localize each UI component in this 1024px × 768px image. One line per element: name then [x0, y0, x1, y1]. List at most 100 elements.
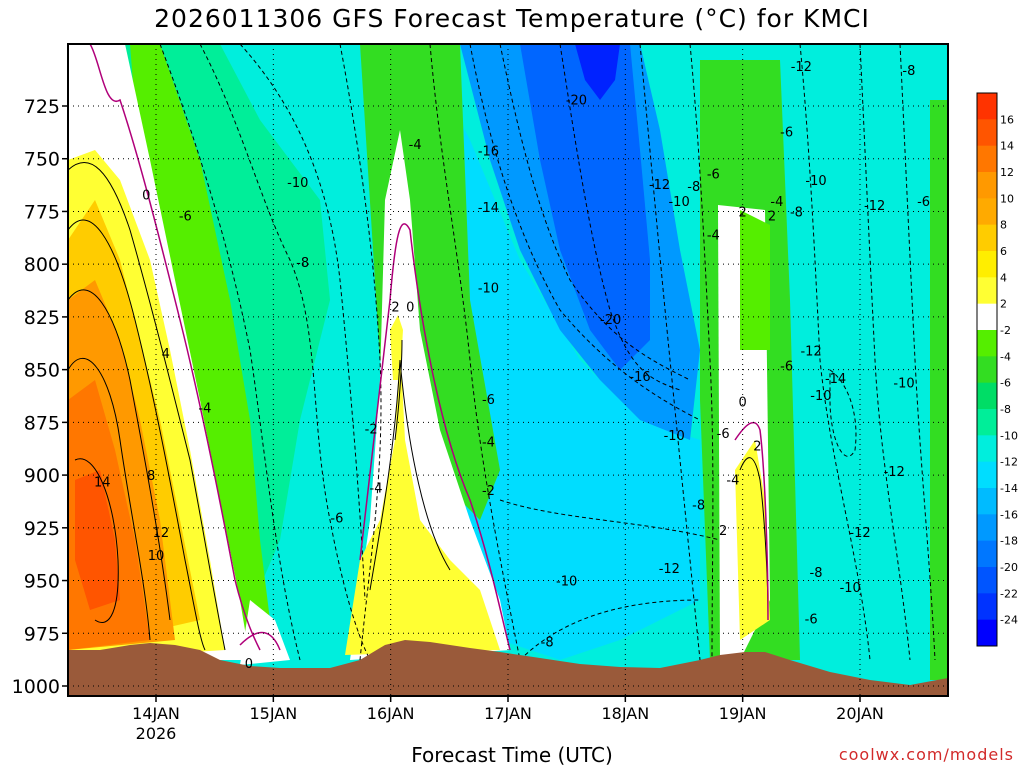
contour-label: -6	[330, 511, 343, 526]
colorbar-label: -4	[1000, 350, 1011, 363]
fill-green-right	[930, 100, 948, 680]
y-tick-label: 750	[24, 149, 60, 171]
colorbar-swatch	[977, 145, 997, 173]
contour-label: -2	[365, 423, 378, 438]
colorbar-swatch	[977, 593, 997, 621]
y-tick-label: 900	[24, 465, 60, 487]
colorbar-label: -8	[1000, 403, 1011, 416]
contour-label: -8	[541, 636, 554, 651]
colorbar-swatch	[977, 409, 997, 436]
contour-label: -8	[810, 566, 823, 581]
x-tick-label: 20JAN	[836, 704, 884, 723]
colorbar-label: -6	[1000, 377, 1011, 390]
contour-label: -6	[917, 195, 930, 210]
contour-label: 0	[739, 395, 747, 410]
colorbar-swatch	[977, 435, 997, 463]
contour-label: -4	[770, 195, 783, 210]
colorbar-swatch	[977, 567, 997, 594]
colorbar-label: 8	[1000, 219, 1007, 232]
colorbar-label: 12	[1000, 166, 1014, 179]
fill-orange-4	[75, 470, 120, 610]
colorbar: 16 14 12 10 8 6 4 2 -2 -4 -6 -8 -10 -12 -14 -16 -18 -20 -2…	[976, 92, 1018, 647]
contour-label: -12	[884, 465, 905, 480]
source-credit: coolwx.com/models	[838, 745, 1014, 764]
x-tick-label: 16JAN	[367, 704, 415, 723]
y-tick-label: 825	[24, 307, 60, 329]
contour-label: -14	[478, 201, 499, 216]
contour-label: -10	[810, 389, 831, 404]
colorbar-label: 4	[1000, 271, 1007, 284]
colorbar-swatch	[977, 540, 997, 568]
y-tick-label: 950	[24, 571, 60, 593]
colorbar-frame	[976, 92, 998, 647]
y-tick-label: 975	[24, 623, 60, 645]
fill-yellow-16jan	[345, 340, 500, 655]
contour-label: 0	[406, 300, 414, 315]
contour-label: -2	[482, 484, 495, 499]
y-axis: 725 750 775 800 825 850 875 900 925 950 975 1000	[12, 96, 68, 698]
contour-label: -10	[664, 429, 685, 444]
colorbar-swatch	[977, 251, 997, 278]
contour-label: 4	[162, 347, 170, 362]
contours-warm	[68, 162, 769, 651]
terrain	[68, 640, 948, 696]
y-tick-label: 850	[24, 360, 60, 382]
contour-label: 2	[719, 524, 727, 539]
fill-cold-24	[575, 44, 620, 100]
contour-label: 8	[147, 469, 155, 484]
plot-area: 0 -6 4 -4 14 8 12 10 0 -10 -8 -6 -4 -2 2 0 -4 -16 -14 -10 -6…	[68, 44, 948, 696]
x-tick-label: 14JAN	[132, 704, 180, 723]
colorbar-label: 6	[1000, 245, 1007, 258]
colorbar-swatch	[977, 461, 997, 489]
contour-label: 10	[148, 549, 165, 564]
contour-label: 2	[753, 440, 761, 455]
contour-label: -12	[864, 199, 885, 214]
contour-label: 12	[153, 526, 170, 541]
contour-label: 2	[768, 210, 776, 225]
contour-label: 14	[94, 475, 111, 490]
colorbar-swatch	[977, 198, 997, 226]
colorbar-swatch	[977, 119, 997, 147]
colorbar-label: -20	[1000, 561, 1018, 574]
colorbar-swatch	[977, 356, 997, 384]
contour-label: -16	[478, 144, 499, 159]
colorbar-label: 14	[1000, 140, 1014, 153]
contour-label: 0	[245, 657, 253, 672]
contour-label: -6	[707, 167, 720, 182]
y-tick-label: 800	[24, 254, 60, 276]
contour-label: 2	[739, 205, 747, 220]
colorbar-label: -24	[1000, 614, 1018, 627]
colorbar-label: -14	[1000, 482, 1018, 495]
chart-title: 2026011306 GFS Forecast Temperature (°C)…	[154, 4, 870, 33]
colorbar-swatch	[977, 514, 997, 542]
contour-label: -12	[649, 178, 670, 193]
colorbar-label: 16	[1000, 113, 1014, 126]
fill-green-19jan-gap	[740, 210, 770, 350]
contour-label: -4	[370, 482, 383, 497]
contour-label: -10	[287, 176, 308, 191]
contour-label: 0	[142, 189, 150, 204]
contour-label: -10	[556, 575, 577, 590]
gridlines	[68, 44, 948, 696]
y-tick-label: 775	[24, 201, 60, 223]
contour-label: -6	[805, 613, 818, 628]
contour-label: -4	[726, 473, 739, 488]
colorbar-swatch	[977, 172, 997, 199]
contour-label: -8	[692, 499, 705, 514]
y-tick-label: 1000	[12, 676, 60, 698]
contour-label: -4	[198, 402, 211, 417]
colorbar-swatch	[977, 488, 997, 515]
contour-label: -6	[482, 393, 495, 408]
contour-label: -6	[717, 427, 730, 442]
colorbar-label: 10	[1000, 192, 1014, 205]
contour-label: -6	[179, 210, 192, 225]
contour-labels: 0 -6 4 -4 14 8 12 10 0 -10 -8 -6 -4 -2 2 0 -4 -16 -14 -10 -6…	[94, 60, 930, 672]
colorbar-label: 2	[1000, 298, 1007, 311]
contours-cold	[159, 44, 936, 661]
colorbar-label: -22	[1000, 587, 1018, 600]
colorbar-swatch	[977, 303, 997, 331]
contour-label: -10	[893, 376, 914, 391]
colorbar-swatch	[977, 93, 997, 120]
contour-label: -4	[482, 435, 495, 450]
